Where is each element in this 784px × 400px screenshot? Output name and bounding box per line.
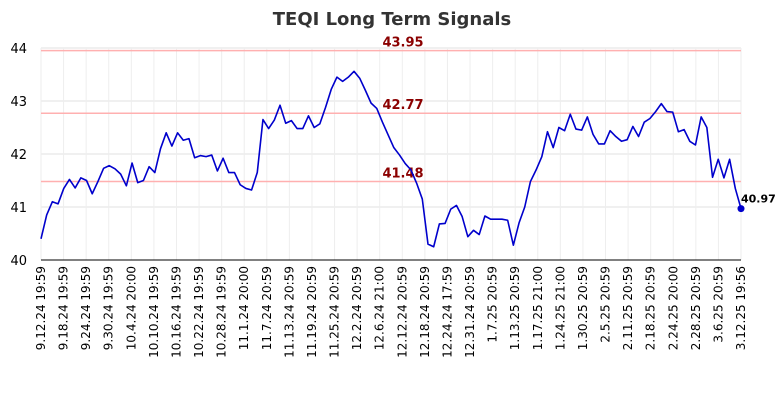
x-tick-label: 1.13.25 20:59 xyxy=(508,266,522,350)
x-tick-label: 9.18.24 19:59 xyxy=(57,266,71,350)
y-axis: 40 41 42 43 44 xyxy=(10,42,27,269)
x-tick-label: 12.12.24 20:59 xyxy=(395,266,409,358)
x-tick-label: 2.11.25 20:59 xyxy=(621,266,635,350)
y-tick-label: 43 xyxy=(10,95,27,110)
x-tick-label: 1.30.25 20:59 xyxy=(576,266,590,350)
x-tick-label: 1.7.25 20:59 xyxy=(486,266,500,343)
x-tick-label: 3.6.25 20:59 xyxy=(711,266,725,343)
grid xyxy=(40,47,742,261)
x-tick-label: 9.12.24 19:59 xyxy=(34,266,48,350)
chart-title: TEQI Long Term Signals xyxy=(273,9,512,30)
x-tick-label: 9.24.24 19:59 xyxy=(79,266,93,350)
x-tick-label: 11.7.24 20:59 xyxy=(260,266,274,350)
x-tick-label: 2.24.25 20:00 xyxy=(666,266,680,350)
signal-label: 42.77 xyxy=(382,98,423,113)
y-tick-label: 42 xyxy=(10,148,27,163)
x-tick-label: 12.6.24 21:00 xyxy=(373,266,387,350)
x-tick-label: 2.28.25 20:59 xyxy=(689,266,703,350)
signal-label: 43.95 xyxy=(382,36,423,51)
x-tick-label: 11.1.24 20:00 xyxy=(237,266,251,350)
x-tick-label: 12.31.24 20:59 xyxy=(463,266,477,358)
x-tick-label: 12.24.24 17:59 xyxy=(440,266,454,358)
x-tick-label: 12.18.24 20:59 xyxy=(418,266,432,358)
x-tick-label: 1.17.25 21:00 xyxy=(531,266,545,350)
signal-label: 41.48 xyxy=(382,167,423,182)
series-line xyxy=(40,70,742,248)
x-axis: 9.12.24 19:59 9.18.24 19:59 9.24.24 19:59 9… xyxy=(34,266,748,358)
y-tick-label: 44 xyxy=(10,42,27,57)
x-tick-label: 3.12.25 19:56 xyxy=(734,266,748,350)
x-tick-label: 10.4.24 20:00 xyxy=(124,266,138,350)
x-tick-label: 1.24.25 21:00 xyxy=(553,266,567,350)
y-tick-label: 40 xyxy=(10,254,27,269)
x-tick-label: 9.30.24 19:59 xyxy=(102,266,116,350)
x-tick-label: 11.19.24 20:59 xyxy=(305,266,319,358)
x-tick-label: 10.22.24 19:59 xyxy=(192,266,206,358)
x-tick-label: 2.18.25 20:59 xyxy=(644,266,658,350)
x-tick-label: 10.28.24 19:59 xyxy=(215,266,229,358)
x-tick-label: 10.10.24 19:59 xyxy=(147,266,161,358)
x-tick-label: 2.5.25 20:59 xyxy=(599,266,613,343)
x-tick-label: 10.16.24 19:59 xyxy=(169,266,183,358)
x-tick-label: 11.25.24 20:59 xyxy=(328,266,342,358)
last-value-label: 40.97 xyxy=(741,193,776,206)
signal-lines: 43.95 42.77 41.48 xyxy=(41,36,741,183)
x-tick-label: 11.13.24 20:59 xyxy=(282,266,296,358)
y-tick-label: 41 xyxy=(10,201,27,216)
x-tick-label: 12.2.24 20:59 xyxy=(350,266,364,350)
last-point xyxy=(737,205,745,213)
